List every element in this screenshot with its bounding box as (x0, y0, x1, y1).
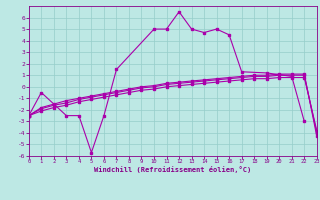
X-axis label: Windchill (Refroidissement éolien,°C): Windchill (Refroidissement éolien,°C) (94, 166, 252, 173)
